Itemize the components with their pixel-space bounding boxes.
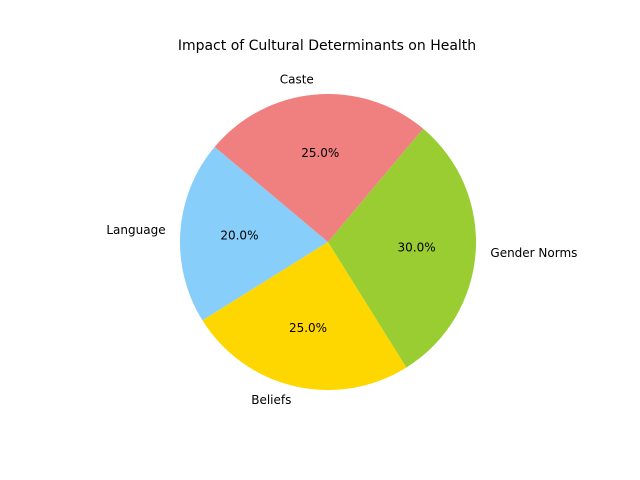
- slice-label-caste: Caste: [280, 72, 314, 86]
- slice-label-gender-norms: Gender Norms: [490, 246, 577, 260]
- slice-label-beliefs: Beliefs: [251, 393, 291, 407]
- pie-slice-language: [179, 146, 328, 321]
- pie-slice-beliefs: [202, 242, 407, 390]
- slice-label-language: Language: [106, 223, 165, 237]
- chart-title: Impact of Cultural Determinants on Healt…: [178, 38, 476, 54]
- pie-slices: [179, 94, 477, 390]
- slice-percent-beliefs: 25.0%: [289, 321, 327, 335]
- pie-labels: Language 20.0% Beliefs 25.0% Gender Norms 30.…: [106, 72, 577, 407]
- slice-percent-caste: 25.0%: [301, 146, 339, 160]
- pie-slice-gender-norms: [328, 128, 477, 368]
- slice-percent-language: 20.0%: [220, 228, 258, 242]
- slice-percent-gender-norms: 30.0%: [398, 241, 436, 255]
- pie-slice-caste: [214, 94, 424, 243]
